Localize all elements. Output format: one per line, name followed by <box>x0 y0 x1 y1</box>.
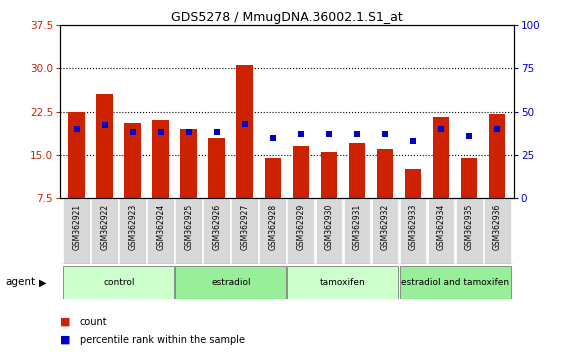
Bar <box>287 266 399 299</box>
Text: GSM362925: GSM362925 <box>184 204 194 250</box>
Text: GSM362930: GSM362930 <box>324 204 333 250</box>
Point <box>212 130 222 135</box>
Text: GSM362934: GSM362934 <box>437 204 445 250</box>
Text: estradiol: estradiol <box>211 278 251 287</box>
Bar <box>405 169 421 198</box>
Point <box>436 126 445 132</box>
Text: control: control <box>103 278 135 287</box>
Bar <box>400 266 510 299</box>
Point <box>72 126 81 132</box>
Bar <box>147 198 174 264</box>
Bar <box>428 198 455 264</box>
Point <box>493 126 502 132</box>
Bar <box>259 198 287 264</box>
Text: GSM362932: GSM362932 <box>380 204 389 250</box>
Bar <box>433 117 449 198</box>
Point <box>156 130 166 135</box>
Text: agent: agent <box>6 277 36 287</box>
Point <box>380 131 389 137</box>
Point <box>268 135 278 140</box>
Text: ■: ■ <box>60 317 70 327</box>
Bar <box>69 112 85 198</box>
Bar <box>377 149 393 198</box>
Bar <box>124 123 141 198</box>
Point <box>324 131 333 137</box>
Bar <box>287 198 315 264</box>
Bar <box>344 198 371 264</box>
Text: ▶: ▶ <box>39 277 46 287</box>
Bar <box>456 198 482 264</box>
Point <box>184 130 194 135</box>
Text: GSM362933: GSM362933 <box>408 204 417 250</box>
Text: GSM362931: GSM362931 <box>352 204 361 250</box>
Point <box>464 133 473 139</box>
Text: GSM362923: GSM362923 <box>128 204 137 250</box>
Point <box>296 131 305 137</box>
Bar <box>489 114 505 198</box>
Bar <box>292 146 309 198</box>
Bar <box>180 129 197 198</box>
Bar <box>348 143 365 198</box>
Text: tamoxifen: tamoxifen <box>320 278 366 287</box>
Text: GSM362928: GSM362928 <box>268 204 278 250</box>
Bar <box>175 266 287 299</box>
Bar <box>320 152 337 198</box>
Text: count: count <box>80 317 107 327</box>
Text: GSM362922: GSM362922 <box>100 204 109 250</box>
Bar <box>400 198 427 264</box>
Text: percentile rank within the sample: percentile rank within the sample <box>80 335 245 345</box>
Text: GSM362935: GSM362935 <box>465 204 473 250</box>
Bar <box>231 198 258 264</box>
Point <box>240 121 250 126</box>
Text: ■: ■ <box>60 335 70 345</box>
Text: GDS5278 / MmugDNA.36002.1.S1_at: GDS5278 / MmugDNA.36002.1.S1_at <box>171 11 403 24</box>
Point <box>408 138 417 144</box>
Text: GSM362929: GSM362929 <box>296 204 305 250</box>
Text: GSM362921: GSM362921 <box>73 204 81 250</box>
Bar <box>236 65 254 198</box>
Point <box>128 130 138 135</box>
Bar <box>96 94 113 198</box>
Bar <box>264 158 282 198</box>
Bar <box>203 198 230 264</box>
Point <box>352 131 361 137</box>
Bar <box>63 266 174 299</box>
Text: GSM362936: GSM362936 <box>493 204 501 250</box>
Bar <box>119 198 146 264</box>
Bar <box>91 198 118 264</box>
Bar <box>208 137 226 198</box>
Bar <box>152 120 169 198</box>
Bar <box>461 158 477 198</box>
Text: GSM362924: GSM362924 <box>156 204 166 250</box>
Text: GSM362926: GSM362926 <box>212 204 222 250</box>
Point <box>100 122 110 128</box>
Bar <box>484 198 510 264</box>
Bar <box>316 198 343 264</box>
Bar <box>372 198 399 264</box>
Text: estradiol and tamoxifen: estradiol and tamoxifen <box>401 278 509 287</box>
Bar <box>63 198 90 264</box>
Bar <box>175 198 202 264</box>
Text: GSM362927: GSM362927 <box>240 204 250 250</box>
